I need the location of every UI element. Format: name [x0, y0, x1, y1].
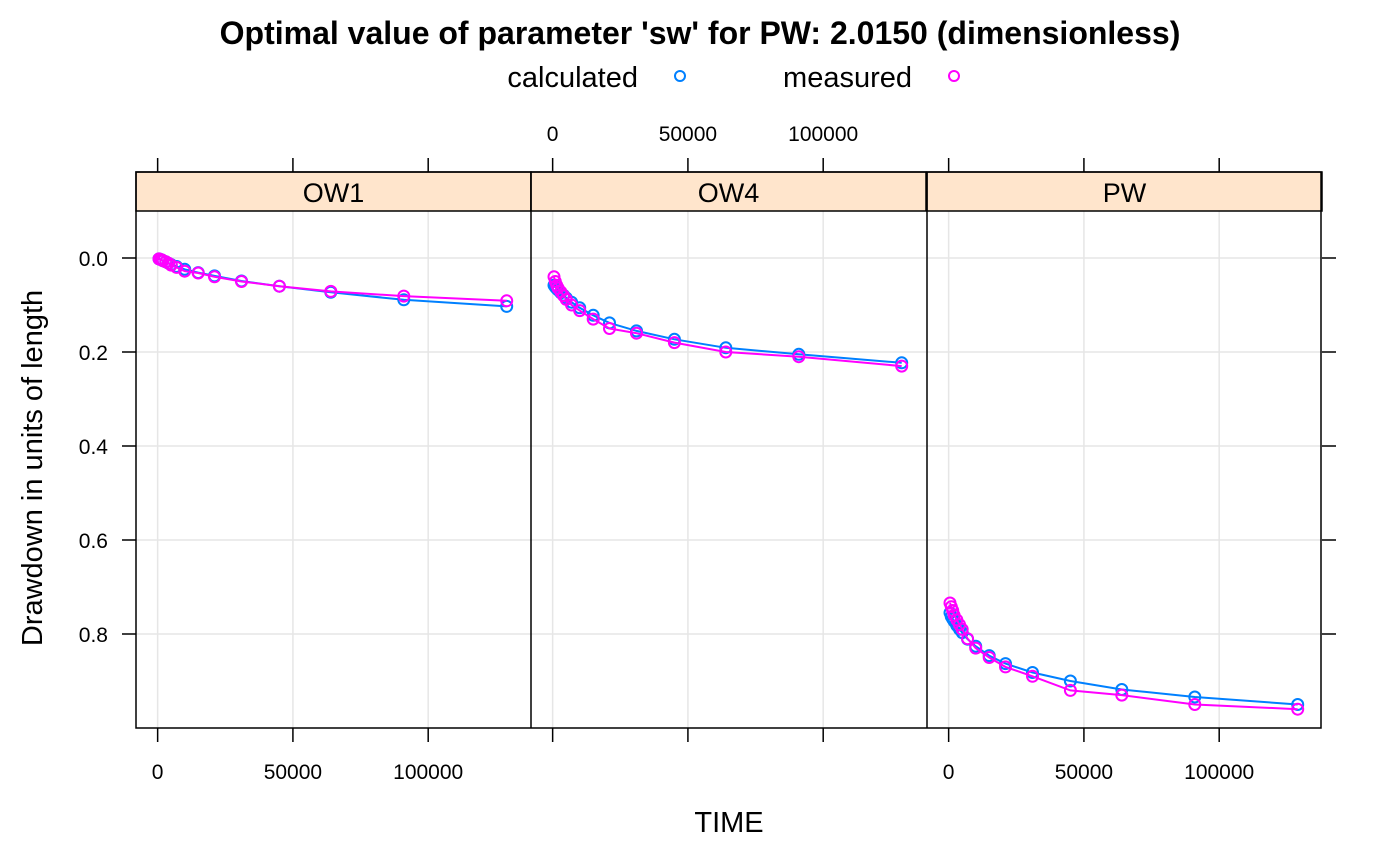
panel-ow4: OW4	[530, 171, 927, 728]
data-point-calculated	[719, 341, 733, 355]
data-point-calculated	[500, 299, 514, 313]
data-point-measured	[573, 304, 587, 318]
data-point-measured	[895, 359, 909, 373]
data-point-measured	[719, 345, 733, 359]
data-point-measured	[191, 266, 205, 280]
data-point-measured	[1026, 669, 1039, 683]
x-tick-label-bottom: 100000	[393, 761, 463, 784]
data-point-calculated	[1291, 698, 1305, 711]
panel-background	[927, 211, 1322, 728]
data-point-calculated	[1026, 666, 1039, 679]
data-point-measured	[178, 264, 192, 278]
legend-marker-measured	[948, 70, 960, 82]
legend-label-measured: measured	[783, 62, 912, 94]
x-tick-label-top: 100000	[788, 123, 858, 146]
x-tick-label-bottom: 50000	[264, 761, 322, 784]
data-point-measured	[667, 336, 681, 350]
data-point-measured	[999, 660, 1012, 674]
strip-header	[926, 171, 1323, 212]
data-point-measured	[1188, 698, 1202, 711]
data-point-measured	[208, 270, 221, 284]
y-tick-label: 0.0	[79, 248, 108, 271]
data-point-calculated	[397, 293, 411, 307]
x-tick-label-bottom: 0	[152, 761, 164, 784]
data-point-measured	[397, 289, 411, 303]
strip-header	[135, 171, 532, 212]
data-point-measured	[1115, 688, 1129, 702]
y-tick-label: 0.6	[79, 530, 108, 553]
y-axis-label: Drawdown in units of length	[17, 290, 49, 646]
panel-background	[531, 211, 926, 728]
data-point-measured	[969, 641, 983, 655]
data-point-measured	[630, 326, 643, 340]
x-tick-label-top: 0	[547, 123, 559, 146]
y-tick-label: 0.2	[79, 342, 108, 365]
strip-label-ow4: OW4	[698, 178, 760, 208]
data-point-measured	[324, 284, 338, 298]
y-tick-label: 0.4	[79, 436, 109, 459]
data-point-calculated	[1188, 690, 1202, 704]
data-point-measured	[982, 651, 996, 664]
legend-marker-calculated	[674, 70, 686, 82]
data-point-measured	[272, 279, 286, 293]
data-point-measured	[1291, 702, 1305, 716]
plot-area: OW1 OW4 PW 0.0 0.2 0.4 0.6 0.8 0 50000 100000 0 5000…	[79, 123, 1336, 784]
panel-ow1: OW1	[135, 171, 532, 728]
y-tick-label: 0.8	[79, 624, 108, 647]
data-point-measured	[603, 322, 616, 335]
strip-label-pw: PW	[1103, 178, 1147, 208]
legend: calculated measured	[507, 62, 960, 94]
x-axis-label: TIME	[694, 807, 763, 839]
data-point-measured	[961, 632, 975, 646]
x-tick-label-bottom: 0	[943, 761, 955, 784]
x-tick-label-top: 50000	[659, 123, 717, 146]
data-point-measured	[500, 294, 514, 308]
series-line-measured	[158, 257, 507, 302]
strip-header	[530, 171, 927, 212]
legend-label-calculated: calculated	[507, 62, 638, 94]
data-point-measured	[1063, 683, 1077, 697]
chart-title: Optimal value of parameter 'sw' for PW: …	[220, 15, 1181, 51]
data-point-measured	[792, 350, 806, 364]
x-tick-label-bottom: 50000	[1055, 761, 1113, 784]
strip-label-ow1: OW1	[303, 178, 365, 208]
data-point-measured	[955, 622, 969, 636]
data-point-measured	[235, 275, 248, 288]
panel-pw: PW	[926, 171, 1323, 728]
data-point-calculated	[1063, 674, 1077, 688]
data-point-measured	[586, 312, 600, 326]
x-tick-label-bottom: 100000	[1184, 761, 1254, 784]
plot-frame	[135, 171, 1322, 729]
